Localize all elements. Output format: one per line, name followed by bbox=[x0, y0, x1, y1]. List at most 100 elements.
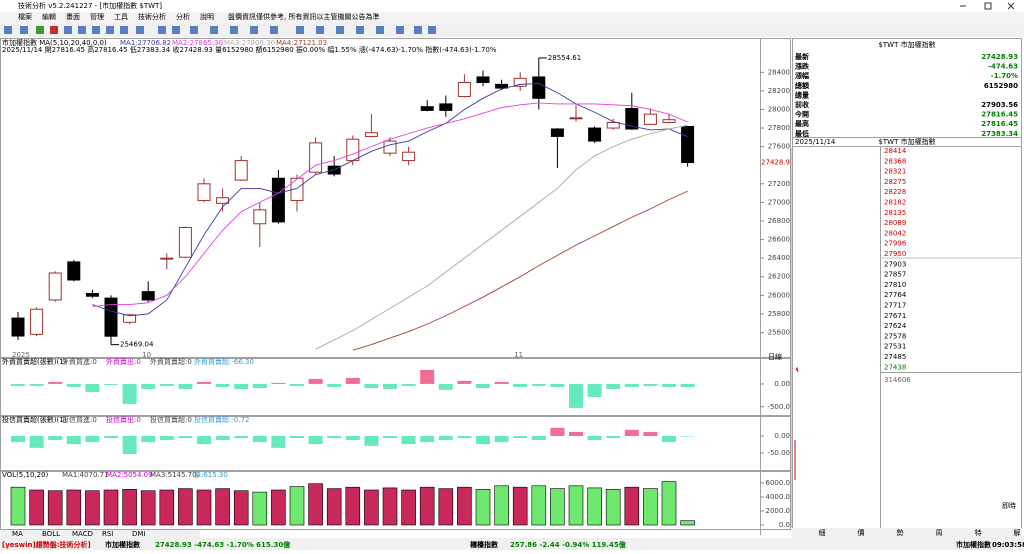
bar bbox=[624, 486, 640, 526]
bar bbox=[457, 486, 472, 526]
bar bbox=[420, 436, 435, 443]
bar bbox=[10, 486, 26, 526]
bar bbox=[401, 489, 416, 526]
tick-price: 27903 bbox=[884, 260, 906, 268]
bar bbox=[569, 383, 583, 408]
tick-price: 27810 bbox=[884, 281, 906, 289]
panel-tab[interactable]: 特 bbox=[975, 528, 982, 537]
tick-price: 27485 bbox=[884, 353, 906, 361]
bar bbox=[419, 486, 435, 526]
menu-item[interactable]: 說明 bbox=[200, 12, 214, 21]
menu-item[interactable]: 畫面 bbox=[66, 12, 80, 21]
bar bbox=[364, 489, 379, 526]
indicator-tab[interactable]: MACD bbox=[72, 530, 93, 538]
panel-tab[interactable]: 周 bbox=[936, 529, 943, 537]
quote-label: 最低 bbox=[795, 129, 809, 138]
candle-body bbox=[253, 209, 267, 225]
quote-value: 27383.34 bbox=[981, 130, 1018, 138]
menu-item[interactable]: 技術分析 bbox=[138, 12, 166, 21]
bar bbox=[66, 489, 82, 526]
y-tick-label: 25800 bbox=[768, 310, 790, 318]
bar bbox=[457, 380, 472, 384]
bar bbox=[234, 436, 249, 439]
bar bbox=[215, 383, 230, 387]
bar bbox=[624, 383, 639, 387]
legend-entry: 投信買進:0 bbox=[62, 415, 97, 424]
legend-entry: MA2:5054.09 bbox=[106, 471, 153, 479]
bar bbox=[308, 483, 323, 526]
tick-price: 28182 bbox=[884, 199, 906, 207]
candle-body bbox=[160, 257, 174, 260]
bar bbox=[196, 489, 212, 526]
indicator-tab-bar[interactable] bbox=[0, 530, 200, 538]
candle-body bbox=[681, 126, 695, 164]
y-tick-label: 26000 bbox=[768, 291, 790, 299]
bar bbox=[290, 383, 304, 386]
legend-entry: 投信買賣超:0 bbox=[150, 415, 192, 424]
indicator-tab[interactable]: RSI bbox=[102, 530, 113, 538]
tick-price: 27996 bbox=[884, 240, 907, 248]
low-annotation: 25469.04 bbox=[120, 341, 154, 349]
panel-tab[interactable]: 解 bbox=[1014, 528, 1021, 537]
bar bbox=[271, 436, 286, 448]
bar bbox=[122, 436, 137, 455]
y-tick-label: 28000 bbox=[768, 105, 790, 113]
bar bbox=[680, 436, 695, 437]
bar bbox=[661, 481, 677, 526]
y-tick-label: 0.00 bbox=[774, 432, 790, 440]
y-tick-label: 2000.0 bbox=[766, 507, 791, 515]
candle-body bbox=[402, 151, 416, 162]
tick-price: 28089 bbox=[884, 219, 906, 227]
bar bbox=[401, 436, 416, 445]
panel-tab[interactable]: 勢 bbox=[897, 528, 904, 537]
menu-item[interactable]: 管理 bbox=[90, 12, 104, 21]
candle-body bbox=[104, 297, 118, 337]
window-controls[interactable] bbox=[960, 2, 1015, 10]
bar bbox=[587, 383, 602, 397]
tick-price: 27764 bbox=[884, 291, 907, 299]
bar bbox=[159, 383, 174, 386]
bar bbox=[11, 436, 25, 443]
indicator-tab[interactable]: BOLL bbox=[42, 530, 60, 538]
tick-date: 2025/11/14 bbox=[795, 138, 836, 146]
tick-price: 28275 bbox=[884, 178, 906, 186]
menu-item[interactable]: 工具 bbox=[114, 13, 128, 21]
bar bbox=[606, 436, 621, 439]
y-tick-label: 26800 bbox=[768, 217, 790, 225]
panel-tab[interactable]: 細 bbox=[819, 528, 826, 537]
panel-tab[interactable]: 價 bbox=[858, 528, 865, 537]
bar bbox=[252, 383, 267, 388]
indicator-tab[interactable]: MA bbox=[12, 530, 23, 538]
mini-line bbox=[795, 366, 799, 373]
quote-label: 前收 bbox=[795, 100, 810, 109]
status-text: 09:03:58 bbox=[992, 541, 1024, 549]
y-tick-label: 27000 bbox=[768, 198, 790, 206]
pane-title: 外資買賣超(張數)(1) bbox=[2, 357, 67, 366]
legend-entry: MA4:27121.03 bbox=[276, 39, 327, 47]
bar bbox=[531, 383, 546, 386]
menu-item[interactable]: 分析 bbox=[176, 12, 190, 21]
tab-bar[interactable] bbox=[792, 528, 1022, 538]
candle-body bbox=[476, 76, 490, 84]
bar bbox=[326, 488, 342, 526]
indicator-tab[interactable]: DMI bbox=[132, 530, 146, 538]
bar bbox=[569, 431, 583, 436]
bar bbox=[122, 488, 137, 526]
legend-entry: 外資買進:0 bbox=[62, 357, 97, 366]
status-text: 市加權指數 bbox=[105, 540, 140, 549]
bar bbox=[327, 436, 342, 439]
bar bbox=[178, 488, 193, 526]
plot bbox=[11, 369, 695, 408]
bar bbox=[550, 427, 565, 436]
menu-item[interactable]: 編輯 bbox=[42, 12, 56, 21]
menu-item[interactable]: 檔案 bbox=[18, 12, 32, 21]
x-tick-label: 2025 bbox=[12, 351, 30, 359]
x-tick-label: 11 bbox=[514, 351, 523, 359]
tick-price: 28368 bbox=[884, 157, 906, 165]
bar bbox=[605, 488, 621, 526]
bar bbox=[550, 488, 565, 526]
plot bbox=[11, 427, 695, 455]
bar bbox=[531, 485, 547, 526]
bar bbox=[457, 436, 472, 439]
